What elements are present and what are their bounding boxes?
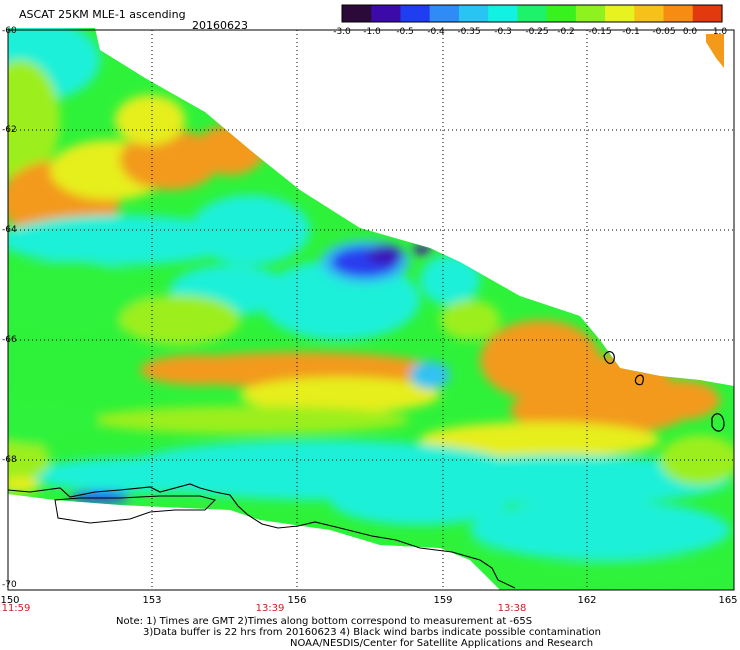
lon-label: 156	[287, 595, 307, 606]
swath-fragment	[706, 34, 724, 68]
colorbar-label: -0.25	[525, 27, 549, 37]
map-title: ASCAT 25KM MLE-1 ascending	[19, 8, 186, 21]
colorbar-label: -3.0	[333, 27, 351, 37]
field-region	[340, 545, 500, 575]
lat-label: -68	[2, 455, 17, 465]
field-region	[30, 457, 270, 493]
field-region	[115, 95, 185, 145]
island-outline	[603, 351, 615, 365]
colorbar-swatch	[575, 5, 606, 22]
map-date: 20160623	[192, 19, 248, 32]
field-region	[195, 125, 265, 175]
colorbar-label: -0.35	[457, 27, 481, 37]
field-region	[540, 560, 734, 590]
colorbar-swatch	[605, 5, 635, 22]
field-region	[420, 255, 480, 305]
lat-label: -64	[2, 225, 17, 235]
lon-label: 153	[142, 595, 162, 606]
colorbar	[341, 4, 723, 23]
field-region	[330, 475, 510, 525]
colorbar-swatch	[458, 5, 489, 22]
colorbar-swatch	[634, 5, 665, 22]
colorbar-label: -0.4	[427, 27, 445, 37]
field-region	[412, 245, 432, 255]
wind-field	[8, 28, 734, 590]
lon-label: 162	[577, 595, 597, 606]
colorbar-label: -0.1	[622, 27, 640, 37]
colorbar-swatch	[429, 5, 460, 22]
time-label: 13:38	[497, 603, 527, 614]
colorbar-frame	[341, 4, 723, 23]
colorbar-swatch	[488, 5, 518, 22]
time-label: 11:59	[1, 603, 31, 614]
colorbar-swatch	[371, 5, 402, 22]
field-region	[190, 195, 310, 265]
ice-shelf-outline	[54, 495, 216, 524]
colorbar-label: -0.15	[588, 27, 612, 37]
field-region	[440, 300, 500, 340]
colorbar-swatch	[692, 5, 723, 22]
lat-label: -70	[2, 580, 17, 590]
grid	[8, 30, 734, 590]
colorbar-label: -0.05	[652, 27, 676, 37]
note-line-3: NOAA/NESDIS/Center for Satellite Applica…	[290, 638, 594, 649]
colorbar-swatch	[663, 5, 694, 22]
field-region	[470, 500, 730, 560]
field-region	[120, 295, 240, 345]
lon-label: 165	[718, 595, 738, 606]
colorbar-label: -1.0	[363, 27, 381, 37]
field-region	[70, 491, 130, 503]
field-region	[8, 260, 150, 340]
field-region	[8, 60, 60, 180]
field-region	[8, 395, 100, 445]
field-region	[90, 406, 410, 434]
map-frame	[7, 29, 735, 591]
field-region	[410, 361, 450, 389]
island-outline	[634, 374, 644, 386]
field-region	[640, 380, 720, 420]
field-region	[140, 355, 260, 385]
lat-label: -66	[2, 335, 17, 345]
lon-label: 150	[0, 595, 20, 606]
field-region	[240, 377, 440, 413]
colorbar-label: 0.0	[682, 27, 698, 37]
colorbar-swatch	[517, 5, 548, 22]
field-region	[420, 422, 660, 458]
field-region	[8, 215, 240, 265]
colorbar-label: -0.2	[557, 27, 575, 37]
island-outline	[711, 413, 725, 432]
note-line-2: 3)Data buffer is 22 hrs from 20160623 4)…	[143, 627, 601, 638]
colorbar-swatch	[342, 5, 372, 22]
colorbar-label: -0.3	[494, 27, 512, 37]
field-region	[8, 477, 40, 493]
lat-label: -62	[2, 125, 17, 135]
colorbar-swatch	[400, 5, 431, 22]
colorbar-label: -0.5	[396, 27, 414, 37]
lon-label: 159	[433, 595, 453, 606]
colorbar-label: 1.0	[712, 27, 728, 37]
note-line-1: Note: 1) Times are GMT 2)Times along bot…	[116, 616, 533, 627]
field-region	[120, 130, 220, 190]
colorbar-swatch	[546, 5, 577, 22]
time-label: 13:39	[255, 603, 285, 614]
field-region	[367, 245, 403, 265]
coastline	[7, 483, 516, 589]
lat-label: -60	[2, 26, 17, 36]
